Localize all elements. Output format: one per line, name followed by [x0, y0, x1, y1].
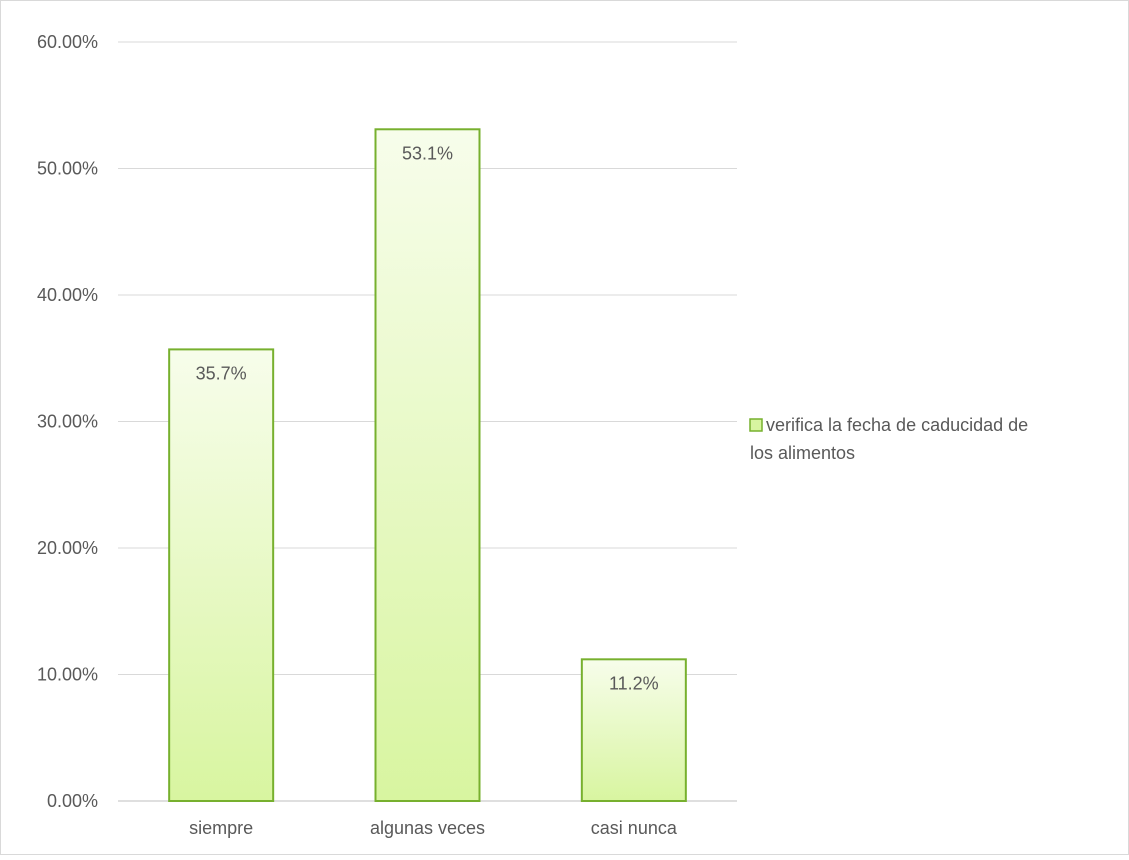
y-tick-label: 40.00% — [37, 285, 98, 305]
x-tick-label: casi nunca — [591, 818, 678, 838]
data-label: 11.2% — [609, 673, 659, 693]
y-tick-label: 30.00% — [37, 412, 98, 432]
data-label: 35.7% — [196, 363, 247, 383]
x-axis-ticks: siempre algunas veces casi nunca — [189, 818, 678, 838]
y-tick-label: 50.00% — [37, 159, 98, 179]
legend-label-line1: verifica la fecha de caducidad de — [766, 415, 1028, 435]
bar — [374, 128, 481, 803]
x-tick-label: siempre — [189, 818, 253, 838]
y-axis-ticks: 0.00% 10.00% 20.00% 30.00% 40.00% 50.00% 60.00… — [37, 32, 98, 811]
bar — [168, 348, 275, 802]
y-tick-label: 20.00% — [37, 538, 98, 558]
data-labels: 35.7% 53.1% 11.2% — [196, 143, 659, 693]
data-label: 53.1% — [402, 143, 453, 163]
bar — [580, 658, 687, 802]
legend: verifica la fecha de caducidad de los al… — [749, 415, 1028, 463]
bars — [168, 128, 687, 803]
y-tick-label: 60.00% — [37, 32, 98, 52]
x-tick-label: algunas veces — [370, 818, 485, 838]
y-tick-label: 0.00% — [47, 791, 98, 811]
legend-swatch — [749, 418, 763, 432]
y-tick-label: 10.00% — [37, 665, 98, 685]
legend-label-line2: los alimentos — [750, 443, 855, 463]
